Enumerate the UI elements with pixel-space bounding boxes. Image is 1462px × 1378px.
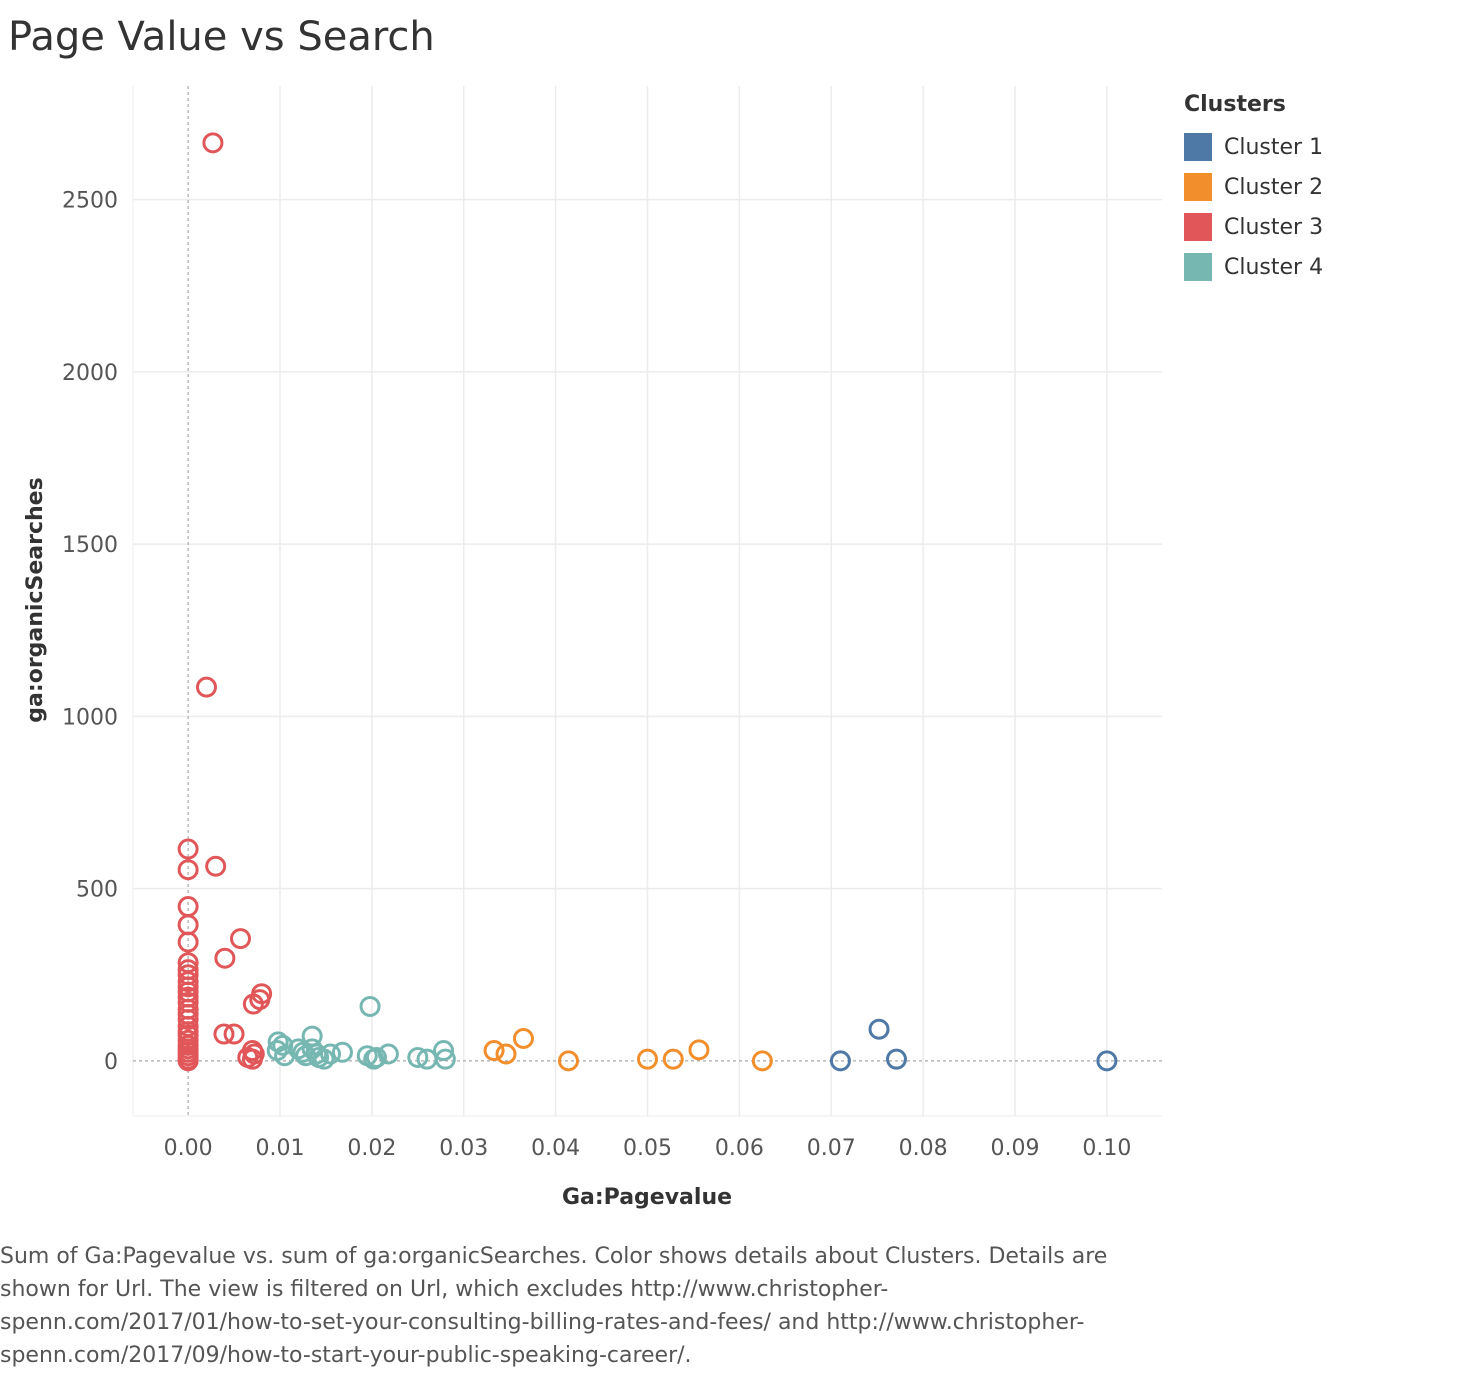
chart-title: Page Value vs Search [8, 14, 435, 60]
x-tick-label: 0.10 [1082, 1136, 1131, 1161]
data-point-cluster-3[interactable] [177, 859, 199, 881]
data-point-cluster-2[interactable] [662, 1048, 684, 1070]
legend-swatch [1184, 173, 1212, 201]
legend-label: Cluster 4 [1224, 254, 1324, 280]
x-tick-label: 0.01 [256, 1136, 305, 1161]
x-axis-label: Ga:Pagevalue [562, 1185, 732, 1210]
legend-item-cluster-2[interactable]: Cluster 2 [1184, 167, 1323, 207]
data-point-cluster-4[interactable] [365, 1046, 387, 1068]
legend-swatch [1184, 213, 1212, 241]
data-point-cluster-1[interactable] [868, 1018, 890, 1040]
data-point-cluster-4[interactable] [433, 1040, 455, 1062]
data-point-cluster-3[interactable] [177, 1009, 199, 1031]
data-point-cluster-3[interactable] [177, 896, 199, 918]
legend: Clusters Cluster 1 Cluster 2 Cluster 3 C… [1184, 92, 1323, 287]
x-tick-label: 0.00 [164, 1136, 213, 1161]
y-tick-label: 2000 [62, 361, 118, 386]
data-point-cluster-3[interactable] [242, 993, 264, 1015]
data-point-cluster-2[interactable] [751, 1050, 773, 1072]
data-point-cluster-3[interactable] [241, 1048, 263, 1070]
legend-item-cluster-4[interactable]: Cluster 4 [1184, 247, 1323, 287]
data-point-cluster-3[interactable] [177, 931, 199, 953]
data-point-cluster-2[interactable] [512, 1027, 534, 1049]
data-point-cluster-3[interactable] [177, 1050, 199, 1072]
data-point-cluster-4[interactable] [313, 1048, 335, 1070]
legend-swatch [1184, 253, 1212, 281]
legend-label: Cluster 3 [1224, 214, 1324, 240]
y-tick-label: 2500 [62, 189, 118, 214]
legend-label: Cluster 2 [1224, 174, 1324, 200]
data-point-cluster-3[interactable] [213, 1023, 235, 1045]
data-point-cluster-1[interactable] [1096, 1050, 1118, 1072]
data-point-cluster-4[interactable] [434, 1048, 456, 1070]
y-tick-label: 1000 [62, 705, 118, 730]
x-tick-label: 0.05 [623, 1136, 672, 1161]
data-point-cluster-2[interactable] [495, 1043, 517, 1065]
x-tick-label: 0.06 [715, 1136, 764, 1161]
data-point-cluster-1[interactable] [885, 1048, 907, 1070]
y-tick-label: 0 [104, 1050, 118, 1075]
data-point-cluster-2[interactable] [483, 1040, 505, 1062]
data-point-cluster-1[interactable] [829, 1050, 851, 1072]
grid [132, 86, 1162, 1117]
x-tick-label: 0.04 [531, 1136, 580, 1161]
data-point-cluster-4[interactable] [407, 1046, 429, 1068]
data-point-cluster-3[interactable] [196, 676, 217, 698]
data-point-cluster-3[interactable] [202, 132, 224, 154]
data-point-cluster-3[interactable] [214, 947, 236, 969]
x-tick-label: 0.07 [807, 1136, 856, 1161]
x-tick-label: 0.08 [899, 1136, 948, 1161]
y-tick-label: 500 [76, 878, 118, 903]
legend-item-cluster-1[interactable]: Cluster 1 [1184, 127, 1323, 167]
legend-title: Clusters [1184, 92, 1286, 117]
data-point-cluster-4[interactable] [331, 1041, 353, 1063]
legend-label: Cluster 1 [1224, 134, 1324, 160]
legend-item-cluster-3[interactable]: Cluster 3 [1184, 207, 1323, 247]
y-axis-label: ga:organicSearches [23, 477, 48, 722]
data-point-cluster-4[interactable] [320, 1043, 342, 1065]
x-axis-ticks: 0.00 0.01 0.02 0.03 0.04 0.05 0.06 0.07 0.08 0.09… [164, 1136, 1132, 1161]
y-axis-ticks: 0 500 1000 1500 2000 2500 [62, 189, 118, 1075]
x-tick-label: 0.09 [991, 1136, 1040, 1161]
data-point-cluster-3[interactable] [177, 914, 199, 936]
data-point-cluster-3[interactable] [223, 1023, 245, 1045]
zero-lines [133, 86, 1162, 1116]
scatter-chart: 0.00 0.01 0.02 0.03 0.04 0.05 0.06 0.07 0.08 0.09… [23, 86, 1162, 1210]
data-point-cluster-3[interactable] [177, 838, 199, 860]
data-point-cluster-2[interactable] [688, 1039, 710, 1061]
data-point-cluster-2[interactable] [637, 1048, 658, 1070]
data-point-cluster-4[interactable] [359, 995, 381, 1017]
legend-swatch [1184, 133, 1212, 161]
x-tick-label: 0.02 [347, 1136, 396, 1161]
data-points [177, 132, 1118, 1072]
data-point-cluster-2[interactable] [557, 1050, 579, 1072]
data-point-cluster-3[interactable] [229, 928, 251, 950]
data-point-cluster-4[interactable] [272, 1034, 294, 1056]
data-point-cluster-3[interactable] [205, 855, 227, 877]
x-tick-label: 0.03 [439, 1136, 488, 1161]
chart-caption: Sum of Ga:Pagevalue vs. sum of ga:organi… [0, 1244, 1108, 1368]
data-point-cluster-4[interactable] [377, 1043, 399, 1065]
y-tick-label: 1500 [62, 533, 118, 558]
